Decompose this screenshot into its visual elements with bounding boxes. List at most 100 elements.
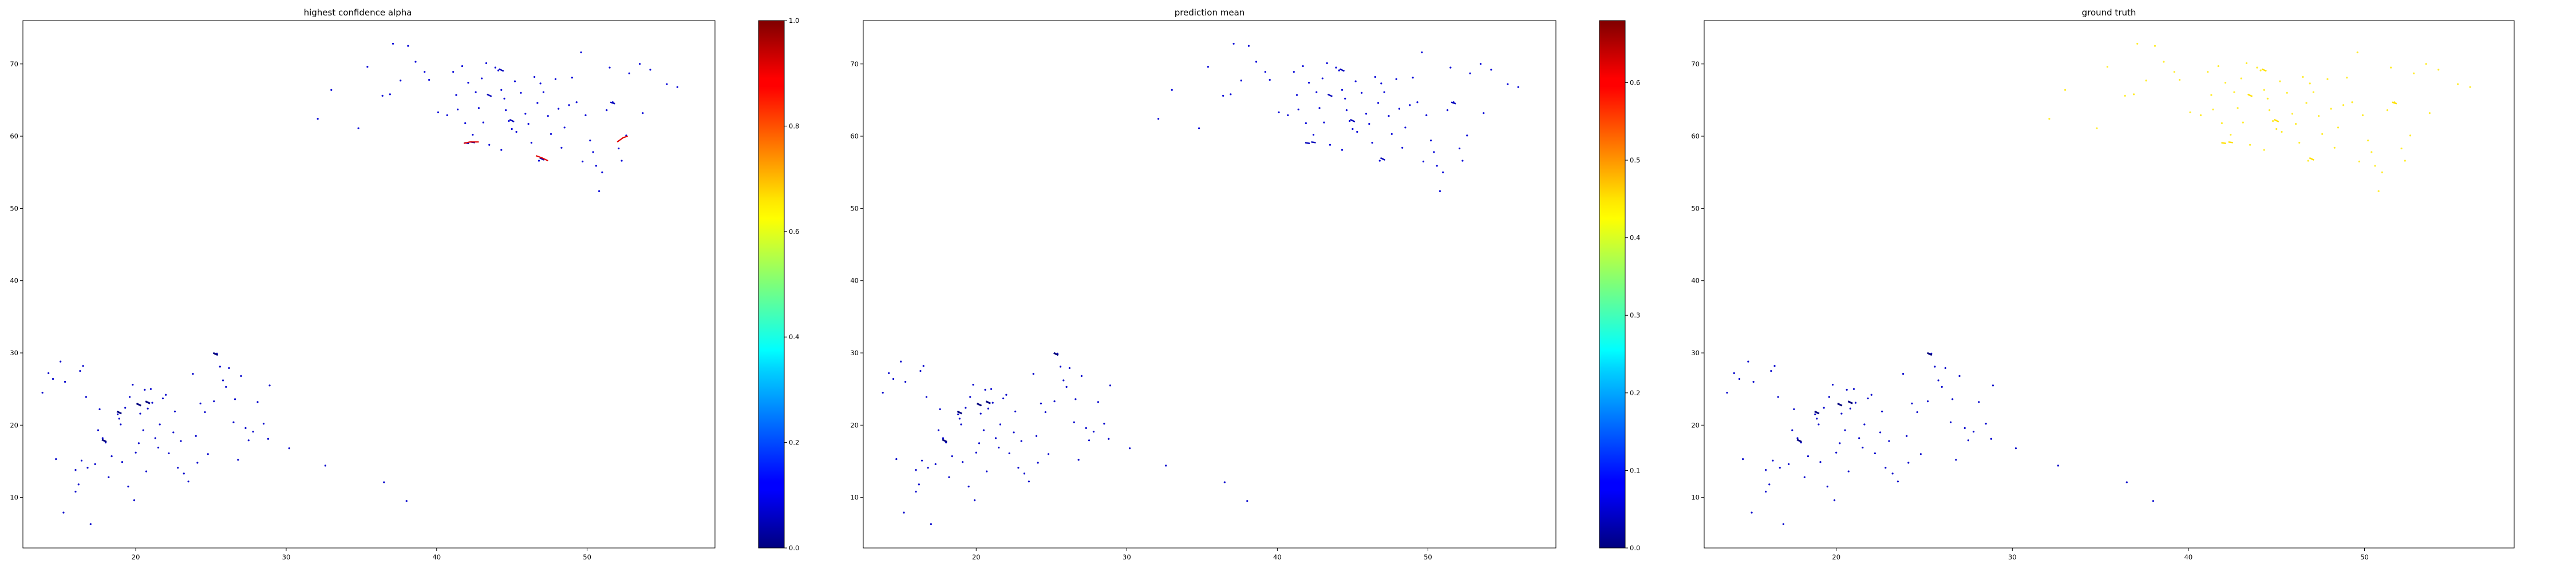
x-tick-label: 40 — [432, 553, 441, 561]
y-tick-label: 40 — [10, 277, 18, 285]
panel-mean: prediction mean 20 30 40 50 10 20 30 40 50 60 70 — [850, 7, 1556, 561]
data-point — [2469, 86, 2471, 88]
y-tick-label: 60 — [850, 132, 859, 140]
colorbar-tick-label: 0.8 — [789, 122, 799, 130]
data-point — [324, 464, 326, 467]
data-segment — [509, 118, 515, 122]
y-tick-label: 10 — [10, 494, 18, 502]
colorbar-tick-label: 0.6 — [1630, 78, 1640, 86]
data-point — [542, 91, 544, 93]
data-point — [101, 437, 104, 439]
data-segment — [1847, 400, 1853, 404]
data-point — [1879, 431, 1882, 434]
data-point — [2370, 151, 2373, 153]
data-point — [1295, 94, 1298, 96]
data-point — [2268, 109, 2271, 112]
data-point — [1002, 397, 1005, 400]
data-point — [554, 78, 557, 80]
data-point — [2291, 113, 2294, 115]
data-point — [414, 61, 417, 63]
data-point — [2207, 71, 2209, 73]
data-point — [151, 402, 153, 404]
data-segment — [487, 93, 492, 97]
data-point — [180, 440, 182, 442]
panel-mean-title: prediction mean — [1175, 7, 1245, 18]
data-point — [1068, 367, 1070, 370]
data-point — [2374, 165, 2376, 167]
data-point — [1040, 402, 1042, 404]
data-point — [475, 91, 477, 93]
data-point — [958, 418, 961, 420]
data-point — [1752, 380, 1755, 383]
data-point — [1269, 78, 1271, 81]
data-point — [1791, 429, 1793, 431]
data-point — [919, 370, 922, 372]
data-point — [1770, 370, 1772, 372]
data-point — [1738, 378, 1741, 380]
data-point — [1023, 472, 1026, 475]
data-point — [1967, 439, 1970, 442]
data-point — [1390, 133, 1393, 135]
data-segment — [145, 400, 151, 404]
data-point — [2342, 104, 2345, 106]
data-point — [1013, 431, 1015, 434]
data-point — [1165, 464, 1167, 467]
data-point — [2136, 42, 2139, 45]
colorbar-tick-label: 0.2 — [1630, 389, 1640, 397]
data-point — [82, 365, 84, 367]
y-tick-label: 50 — [850, 204, 859, 212]
data-point — [98, 408, 101, 411]
data-point — [967, 486, 970, 488]
data-point — [357, 127, 359, 129]
data-point — [1888, 440, 1890, 442]
data-point — [1312, 133, 1315, 136]
data-point — [2404, 160, 2406, 162]
data-point — [563, 126, 566, 129]
data-point — [915, 490, 917, 493]
data-point — [1044, 411, 1046, 414]
data-point — [538, 160, 540, 162]
data-point — [1157, 118, 1160, 120]
data-point — [1092, 431, 1095, 433]
data-point — [1416, 101, 1419, 104]
data-point — [2390, 66, 2392, 69]
data-point — [2263, 89, 2265, 91]
data-point — [560, 146, 563, 149]
data-point — [1032, 373, 1034, 375]
data-point — [1844, 429, 1846, 431]
data-point — [2178, 78, 2181, 81]
data-segment — [1305, 142, 1310, 144]
data-segment — [1053, 352, 1059, 356]
data-point — [405, 500, 408, 502]
data-point — [984, 388, 986, 391]
data-point — [601, 171, 603, 173]
data-point — [1963, 427, 1966, 429]
data-point — [1870, 394, 1872, 396]
data-point — [1255, 61, 1258, 63]
data-point — [124, 407, 127, 409]
data-point — [508, 120, 510, 122]
data-point — [1439, 190, 1441, 192]
colorbar-tick-label: 0.4 — [1630, 234, 1640, 242]
data-point — [110, 455, 113, 458]
data-point — [207, 453, 209, 455]
data-point — [2413, 72, 2415, 74]
data-point — [2351, 101, 2353, 104]
data-point — [2312, 91, 2314, 93]
data-point — [2456, 83, 2459, 85]
y-tick-label: 70 — [10, 60, 18, 68]
data-point — [1421, 51, 1423, 54]
data-point — [161, 397, 164, 400]
data-point — [2212, 108, 2214, 110]
data-point — [1247, 45, 1250, 47]
data-point — [915, 468, 917, 471]
y-tick-label: 10 — [1691, 494, 1700, 502]
colorbar-mean: 0.0 0.1 0.2 0.3 0.4 0.5 0.6 — [1599, 20, 1640, 552]
data-point — [1005, 394, 1008, 396]
data-point — [1782, 523, 1785, 525]
data-point — [330, 89, 333, 91]
colorbar-alpha-bar — [758, 20, 785, 549]
data-point — [2199, 114, 2202, 117]
data-point — [173, 410, 176, 412]
data-point — [888, 372, 890, 374]
